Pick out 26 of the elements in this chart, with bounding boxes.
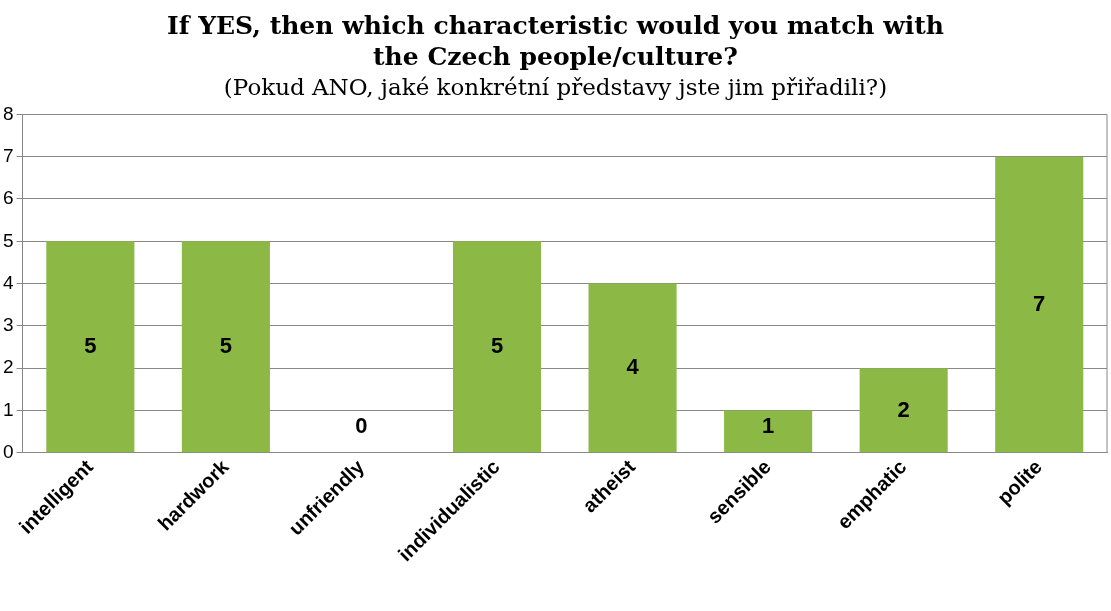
y-tick-label: 1 <box>2 398 14 420</box>
y-tick-label: 0 <box>2 440 14 462</box>
bar <box>859 368 948 453</box>
data-label: 4 <box>626 354 640 380</box>
y-tick-label: 5 <box>2 229 14 251</box>
chart-subtitle: (Pokud ANO, jaké konkrétní představy jste jim přiřadili?) <box>222 74 889 100</box>
chart-title: If YES, then which characteristic would you match with the Czech people/culture? <box>166 10 945 72</box>
y-tick-label: 6 <box>2 187 14 209</box>
bar <box>995 156 1084 453</box>
bar <box>452 241 542 453</box>
y-tick-label: 4 <box>2 271 14 293</box>
data-label: 5 <box>490 333 504 359</box>
y-tick-label: 8 <box>2 102 14 124</box>
data-label: 5 <box>84 333 97 359</box>
bar <box>46 241 135 453</box>
y-tick-label: 3 <box>2 314 14 336</box>
data-label: 1 <box>761 412 775 438</box>
data-label: 0 <box>355 412 368 438</box>
bar <box>724 410 813 453</box>
y-tick-label: 7 <box>2 144 14 166</box>
data-label: 5 <box>219 333 233 359</box>
data-label: 2 <box>897 396 910 422</box>
y-tick-label: 2 <box>2 356 14 378</box>
bar <box>588 283 677 453</box>
bar <box>181 241 270 453</box>
data-label: 7 <box>1033 290 1046 316</box>
